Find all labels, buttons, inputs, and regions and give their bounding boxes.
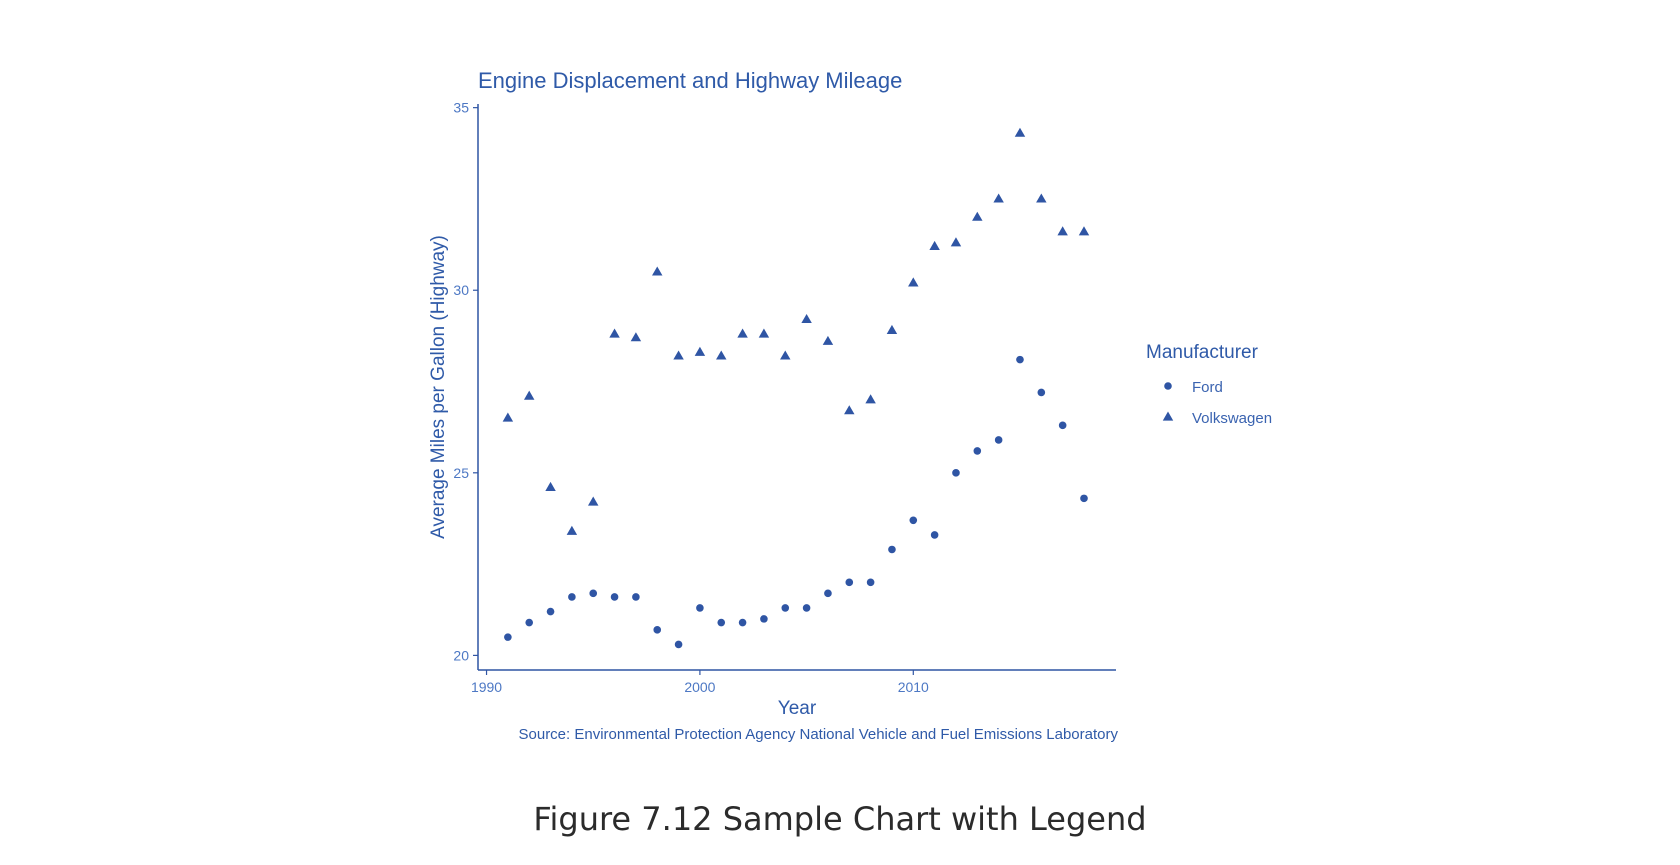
y-tick-label: 20 [453, 647, 469, 663]
point-volkswagen [609, 328, 620, 338]
point-ford [781, 604, 790, 612]
figure-caption: Figure 7.12 Sample Chart with Legend [533, 800, 1147, 838]
point-volkswagen [972, 211, 983, 221]
legend-label: Volkswagen [1192, 410, 1272, 427]
point-volkswagen [758, 328, 770, 338]
data-points [502, 127, 1090, 649]
legend-title: Manufacturer [1146, 342, 1259, 363]
point-volkswagen [908, 277, 919, 287]
series-ford [504, 355, 1088, 649]
chart-figure: Engine Displacement and Highway Mileage … [428, 68, 1272, 743]
y-tick-label: 35 [453, 100, 469, 116]
axes [477, 104, 1116, 671]
point-volkswagen [844, 405, 855, 415]
y-axis-label: Average Miles per Gallon (Highway) [428, 235, 449, 539]
legend-circle-icon [1164, 382, 1172, 390]
point-ford [717, 618, 726, 627]
point-volkswagen [523, 390, 535, 400]
point-volkswagen [566, 525, 578, 535]
point-volkswagen [737, 328, 748, 338]
point-ford [973, 447, 982, 455]
point-volkswagen [780, 350, 791, 360]
point-ford [674, 640, 683, 649]
point-volkswagen [1014, 127, 1026, 137]
point-volkswagen [545, 481, 556, 491]
y-tick-label: 30 [453, 282, 469, 298]
point-ford [589, 589, 598, 598]
point-ford [802, 604, 811, 612]
point-ford [546, 607, 555, 616]
point-ford [504, 633, 512, 641]
point-ford [888, 545, 896, 554]
point-volkswagen [630, 332, 642, 342]
point-ford [525, 618, 534, 627]
point-ford [866, 578, 875, 587]
x-tick-label: 2000 [684, 679, 715, 695]
point-ford [653, 626, 662, 634]
legend-item-ford: Ford [1164, 379, 1223, 396]
point-volkswagen [502, 412, 514, 422]
point-volkswagen [652, 266, 663, 276]
point-ford [1080, 494, 1088, 503]
point-volkswagen [1057, 226, 1068, 236]
legend: Manufacturer Ford Volkswagen [1146, 342, 1272, 427]
point-ford [1037, 388, 1046, 397]
point-ford [952, 469, 960, 477]
series-volkswagen [502, 127, 1090, 535]
point-ford [568, 593, 576, 601]
point-ford [1016, 355, 1024, 364]
point-ford [824, 589, 832, 598]
point-volkswagen [822, 335, 834, 345]
point-ford [632, 593, 640, 601]
point-ford [994, 436, 1003, 444]
point-ford [845, 578, 854, 587]
point-volkswagen [1078, 226, 1090, 236]
point-volkswagen [865, 394, 876, 404]
point-volkswagen [673, 350, 684, 360]
x-tick-label: 1990 [471, 679, 502, 695]
y-tick-label: 25 [453, 465, 469, 481]
x-axis-label: Year [778, 698, 817, 719]
point-ford [909, 516, 918, 525]
x-tick-label: 2010 [898, 679, 929, 695]
point-volkswagen [993, 193, 1004, 203]
point-volkswagen [801, 313, 812, 324]
point-volkswagen [886, 324, 898, 334]
scatter-chart: Engine Displacement and Highway Mileage … [428, 68, 1272, 743]
legend-label: Ford [1192, 379, 1223, 396]
point-volkswagen [716, 350, 727, 360]
point-volkswagen [1036, 193, 1047, 203]
chart-title: Engine Displacement and Highway Mileage [478, 68, 902, 93]
point-ford [738, 618, 747, 627]
point-volkswagen [950, 237, 962, 247]
point-ford [610, 593, 619, 601]
point-volkswagen [929, 240, 940, 250]
point-ford [1058, 421, 1067, 430]
point-volkswagen [587, 496, 599, 506]
chart-source-caption: Source: Environmental Protection Agency … [519, 726, 1119, 743]
point-ford [696, 604, 704, 612]
legend-item-volkswagen: Volkswagen [1162, 410, 1272, 427]
legend-triangle-icon [1162, 411, 1174, 421]
point-ford [760, 615, 768, 623]
point-ford [930, 531, 939, 539]
ticks: 1990 2000 2010 20 25 30 35 [453, 100, 929, 695]
point-volkswagen [694, 346, 706, 356]
